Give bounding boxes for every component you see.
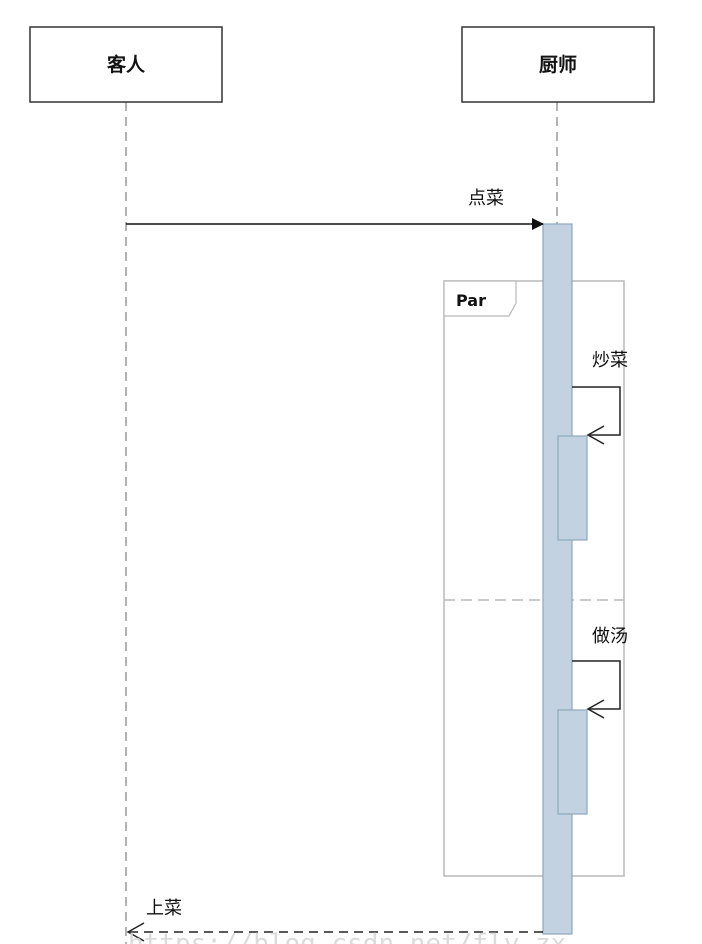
message-stir-fry-label: 炒菜 xyxy=(592,350,628,371)
participant-chef-label: 厨师 xyxy=(539,54,577,76)
message-stir-fry-arrowhead xyxy=(586,425,605,445)
participant-chef[interactable]: 厨师 xyxy=(461,26,655,103)
message-serve[interactable]: 上菜 xyxy=(126,898,543,942)
message-make-soup-label: 做汤 xyxy=(592,626,628,647)
stir-fry-activation xyxy=(557,435,588,541)
message-order-label: 点菜 xyxy=(468,188,504,209)
chef-activation-bar xyxy=(542,223,573,935)
watermark: https://blog.csdn.net/fly_zx xyxy=(128,929,566,944)
par-fragment: Par xyxy=(443,280,625,877)
message-serve-arrowhead xyxy=(126,922,145,942)
message-make-soup-arrow xyxy=(572,660,621,710)
make-soup-activation xyxy=(557,709,588,815)
par-fragment-operator: Par xyxy=(456,291,486,310)
participant-guest[interactable]: 客人 xyxy=(29,26,223,103)
message-serve-label: 上菜 xyxy=(146,898,182,919)
message-make-soup[interactable]: 做汤 xyxy=(572,626,628,719)
message-stir-fry[interactable]: 炒菜 xyxy=(572,350,628,445)
message-make-soup-arrowhead xyxy=(586,699,605,719)
participant-guest-label: 客人 xyxy=(107,53,146,76)
message-stir-fry-arrow xyxy=(572,386,621,436)
message-order[interactable]: 点菜 xyxy=(126,188,544,230)
par-fragment-tab xyxy=(443,280,517,317)
